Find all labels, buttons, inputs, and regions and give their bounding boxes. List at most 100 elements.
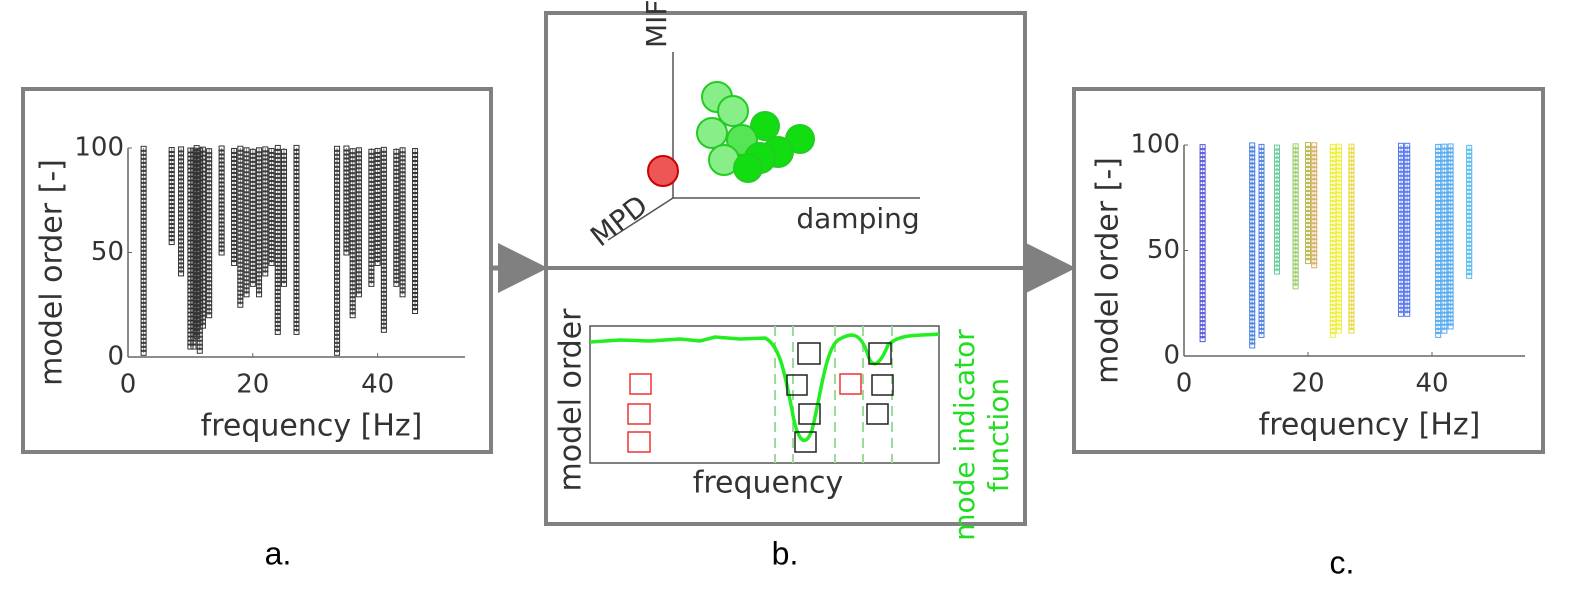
pole-marker bbox=[293, 320, 300, 327]
pole-marker bbox=[293, 164, 300, 171]
pole-marker bbox=[334, 281, 341, 288]
pole-marker bbox=[231, 203, 238, 210]
pole-marker bbox=[187, 291, 194, 298]
pole-marker bbox=[334, 193, 341, 200]
pole-marker bbox=[243, 147, 250, 154]
pole-marker bbox=[178, 222, 185, 229]
pole-marker bbox=[262, 166, 269, 173]
pole-marker bbox=[1329, 299, 1336, 306]
pole-marker bbox=[1466, 204, 1473, 211]
pole-marker bbox=[1348, 303, 1355, 310]
pole-marker bbox=[168, 183, 175, 190]
pole-marker bbox=[393, 236, 400, 243]
pole-marker bbox=[206, 180, 213, 187]
pole-marker bbox=[199, 186, 206, 193]
pole-marker bbox=[1249, 178, 1256, 185]
pole-marker bbox=[1348, 235, 1355, 242]
pole-marker bbox=[218, 197, 225, 204]
pole-marker bbox=[218, 165, 225, 172]
pole-marker bbox=[1348, 315, 1355, 322]
pole-marker bbox=[293, 168, 300, 175]
pole-marker bbox=[1435, 223, 1442, 230]
pole-marker bbox=[237, 229, 244, 236]
pole-marker bbox=[399, 279, 406, 286]
pole-marker bbox=[1404, 190, 1411, 197]
pole-marker bbox=[1404, 194, 1411, 201]
pole-marker bbox=[1329, 319, 1336, 326]
pole-marker bbox=[1398, 230, 1404, 237]
pole-marker bbox=[374, 167, 381, 174]
pole-marker bbox=[1404, 166, 1411, 173]
pole-marker bbox=[1404, 270, 1411, 277]
pole-marker bbox=[293, 264, 300, 271]
pole-marker bbox=[1249, 326, 1256, 333]
pole-marker bbox=[1348, 147, 1355, 154]
pole-marker bbox=[293, 312, 300, 319]
pole-marker bbox=[243, 151, 250, 158]
pole-marker bbox=[281, 208, 288, 215]
pole-marker bbox=[368, 168, 375, 175]
pole-marker bbox=[349, 204, 356, 211]
pole-marker bbox=[1249, 234, 1256, 241]
x-tick-label: 20 bbox=[1291, 369, 1324, 399]
pole-marker bbox=[218, 153, 225, 160]
pole-marker bbox=[268, 175, 275, 182]
pole-marker bbox=[256, 243, 263, 250]
pole-marker bbox=[1292, 223, 1299, 230]
pole-marker bbox=[1466, 220, 1473, 227]
pole-marker bbox=[293, 244, 300, 251]
pole-marker bbox=[1466, 208, 1473, 215]
pole-marker bbox=[140, 229, 147, 236]
pole-marker bbox=[343, 181, 350, 188]
pole-marker bbox=[393, 232, 400, 239]
pole-marker bbox=[293, 300, 300, 307]
pole-marker bbox=[349, 180, 356, 187]
pole-marker bbox=[1466, 172, 1473, 179]
pole-marker bbox=[293, 268, 300, 275]
pole-marker bbox=[1348, 183, 1355, 190]
pole-marker bbox=[178, 190, 185, 197]
pole-marker bbox=[1435, 155, 1442, 162]
pole-marker bbox=[1441, 159, 1448, 166]
pole-marker bbox=[206, 152, 213, 159]
pole-marker bbox=[293, 192, 300, 199]
pole-marker bbox=[1336, 251, 1342, 258]
stable-column bbox=[334, 145, 341, 356]
pole-marker bbox=[206, 192, 213, 199]
pole-marker bbox=[1435, 239, 1442, 246]
pole-marker bbox=[1348, 247, 1355, 254]
pole-marker bbox=[1336, 195, 1342, 202]
pole-marker bbox=[1329, 327, 1336, 334]
pole-marker bbox=[1435, 167, 1442, 174]
pole-marker bbox=[274, 196, 281, 203]
pole-marker bbox=[1249, 298, 1256, 305]
pole-marker bbox=[1404, 266, 1411, 273]
pole-marker bbox=[1274, 256, 1280, 263]
pole-marker bbox=[196, 347, 203, 354]
pole-marker bbox=[355, 271, 362, 278]
mif-legend: function bbox=[982, 378, 1015, 492]
pole-marker bbox=[399, 175, 406, 182]
axis-label: frequency bbox=[693, 466, 843, 501]
pole-marker bbox=[1258, 219, 1265, 226]
pole-marker bbox=[140, 233, 147, 240]
pole-marker bbox=[262, 158, 269, 165]
pole-marker bbox=[281, 220, 288, 227]
pole-marker bbox=[1199, 308, 1206, 315]
pole-marker bbox=[1336, 243, 1342, 250]
pole-marker bbox=[206, 292, 213, 299]
pole-marker bbox=[1199, 220, 1206, 227]
pole-marker bbox=[274, 188, 281, 195]
pole-marker bbox=[1199, 208, 1206, 215]
pole-marker bbox=[281, 172, 288, 179]
pole-marker bbox=[368, 184, 375, 191]
pole-marker bbox=[380, 198, 387, 205]
pole-marker bbox=[249, 204, 256, 211]
pole-marker bbox=[1249, 158, 1256, 165]
pole-marker bbox=[349, 168, 356, 175]
pole-marker bbox=[1466, 184, 1473, 191]
pole-marker bbox=[368, 216, 375, 223]
pole-marker bbox=[237, 169, 244, 176]
pole-marker bbox=[1329, 231, 1336, 238]
pole-marker bbox=[349, 192, 356, 199]
